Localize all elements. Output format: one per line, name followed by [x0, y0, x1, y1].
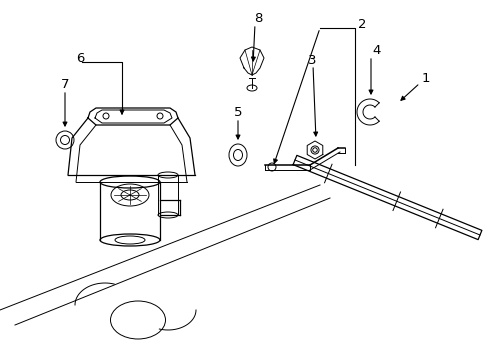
- Text: 2: 2: [357, 18, 366, 31]
- Text: 7: 7: [61, 77, 69, 90]
- Text: 1: 1: [421, 72, 429, 85]
- Text: 6: 6: [76, 51, 84, 64]
- Text: 3: 3: [307, 54, 316, 67]
- Text: 4: 4: [371, 44, 380, 57]
- Text: 5: 5: [233, 105, 242, 118]
- Text: 8: 8: [253, 12, 262, 24]
